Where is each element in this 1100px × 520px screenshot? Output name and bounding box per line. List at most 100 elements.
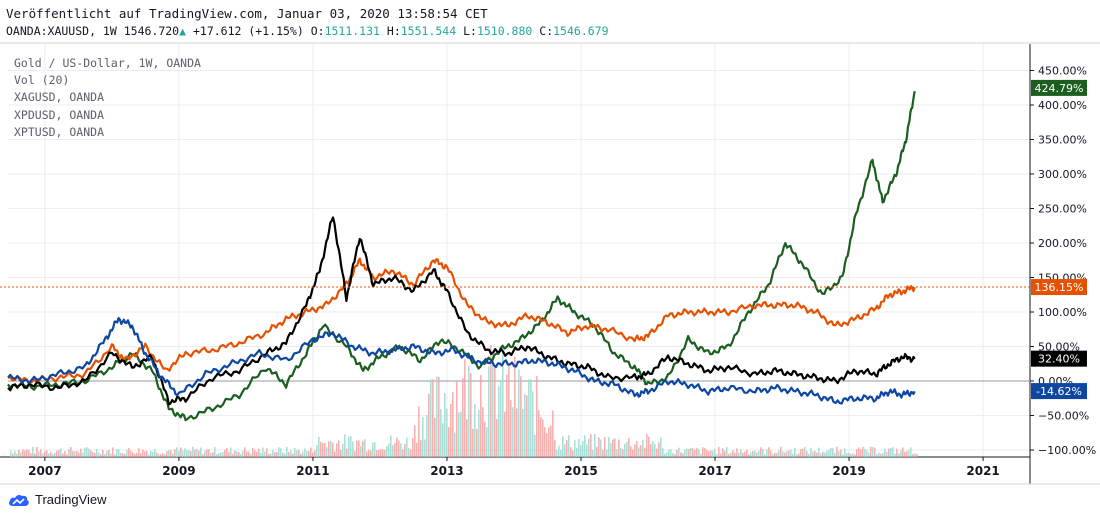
volume-bar: [92, 452, 94, 457]
volume-bar: [600, 439, 602, 457]
volume-bar: [474, 404, 476, 457]
x-tick-label: 2011: [296, 464, 329, 478]
volume-bar: [514, 356, 516, 457]
volume-bar: [312, 452, 314, 457]
volume-bar: [618, 439, 620, 457]
volume-bar: [98, 452, 100, 457]
volume-bar: [720, 453, 722, 457]
volume-bar: [242, 450, 244, 457]
legend-item[interactable]: XAGUSD, OANDA: [14, 90, 105, 105]
volume-bar: [88, 448, 90, 457]
volume-bar: [896, 448, 898, 457]
volume-bar: [726, 446, 728, 457]
volume-bar: [802, 448, 804, 457]
volume-bar: [622, 449, 624, 457]
volume-bar: [660, 437, 662, 457]
volume-bar: [832, 448, 834, 457]
legend-main[interactable]: Gold / US-Dollar, 1W, OANDA: [14, 56, 201, 70]
volume-bar: [360, 446, 362, 457]
tradingview-logo[interactable]: TradingView: [8, 492, 107, 507]
volume-bar: [798, 453, 800, 457]
volume-bar: [346, 448, 348, 457]
volume-bar: [494, 367, 496, 457]
last-value-box-platinum: [1031, 383, 1087, 400]
volume-bar: [354, 451, 356, 457]
volume-bar: [732, 450, 734, 457]
volume-bar: [102, 449, 104, 457]
volume-bar: [884, 448, 886, 457]
x-tick-label: 2017: [698, 464, 731, 478]
volume-bar: [664, 453, 666, 457]
y-tick-label: 250.00%: [1038, 203, 1087, 216]
y-tick-label: 300.00%: [1038, 168, 1087, 181]
volume-bar: [48, 453, 50, 457]
x-tick-label: 2019: [832, 464, 865, 478]
series-line-gold[interactable]: [7, 257, 916, 386]
volume-bar: [436, 376, 438, 457]
volume-bar: [368, 449, 370, 457]
volume-bar: [120, 452, 122, 457]
volume-bar: [94, 452, 96, 457]
volume-bar: [816, 452, 818, 457]
volume-bar: [154, 448, 156, 457]
volume-bar: [232, 453, 234, 457]
symbol-name[interactable]: OANDA:XAUUSD, 1W: [6, 24, 117, 38]
volume-bar: [458, 412, 460, 457]
volume-bar: [298, 449, 300, 457]
volume-bar: [32, 447, 34, 457]
volume-bar: [538, 410, 540, 457]
volume-bar: [890, 448, 892, 457]
volume-bar: [694, 450, 696, 457]
volume-bar: [388, 443, 390, 457]
volume-bar: [238, 451, 240, 457]
volume-bar: [836, 446, 838, 457]
legend-item[interactable]: XPDUSD, OANDA: [14, 107, 105, 122]
volume-bar: [752, 451, 754, 457]
volume-bar: [552, 410, 554, 457]
volume-bar: [638, 447, 640, 457]
volume-bar: [652, 441, 654, 457]
volume-bar: [122, 453, 124, 457]
volume-bar: [792, 453, 794, 457]
volume-bar: [794, 447, 796, 457]
volume-bar: [874, 447, 876, 457]
legend-volume[interactable]: Vol (20): [14, 73, 70, 88]
volume-bar: [766, 449, 768, 457]
volume-bar: [576, 448, 578, 457]
volume-bar: [384, 449, 386, 457]
volume-bar: [508, 365, 510, 457]
legend-item[interactable]: XPTUSD, OANDA: [14, 124, 105, 139]
volume-bar: [138, 448, 140, 457]
volume-bar: [484, 421, 486, 457]
volume-bar: [286, 446, 288, 457]
y-tick-label: 50.00%: [1038, 341, 1080, 354]
volume-bar: [72, 451, 74, 457]
series-line-silver[interactable]: [7, 216, 916, 406]
series-line-platinum[interactable]: [7, 317, 916, 405]
volume-bar: [570, 447, 572, 457]
series-line-palladium[interactable]: [7, 91, 916, 422]
volume-bar: [46, 450, 48, 457]
volume-bar: [914, 453, 916, 457]
volume-bar: [482, 407, 484, 457]
volume-bar: [776, 453, 778, 457]
volume-bar: [838, 450, 840, 457]
close-value: 1546.679: [553, 24, 609, 38]
volume-bar: [682, 453, 684, 457]
volume-bar: [322, 443, 324, 457]
volume-bar: [390, 435, 392, 457]
volume-bar: [44, 451, 46, 457]
volume-bar: [656, 448, 658, 457]
volume-bar: [820, 453, 822, 457]
volume-bar: [678, 447, 680, 457]
volume-bar: [908, 449, 910, 457]
volume-bar: [276, 452, 278, 457]
volume-bar: [392, 445, 394, 457]
volume-bar: [772, 453, 774, 457]
volume-bar: [386, 445, 388, 457]
volume-bar: [96, 449, 98, 457]
volume-bar: [724, 450, 726, 457]
volume-bar: [272, 449, 274, 457]
volume-bar: [310, 447, 312, 457]
